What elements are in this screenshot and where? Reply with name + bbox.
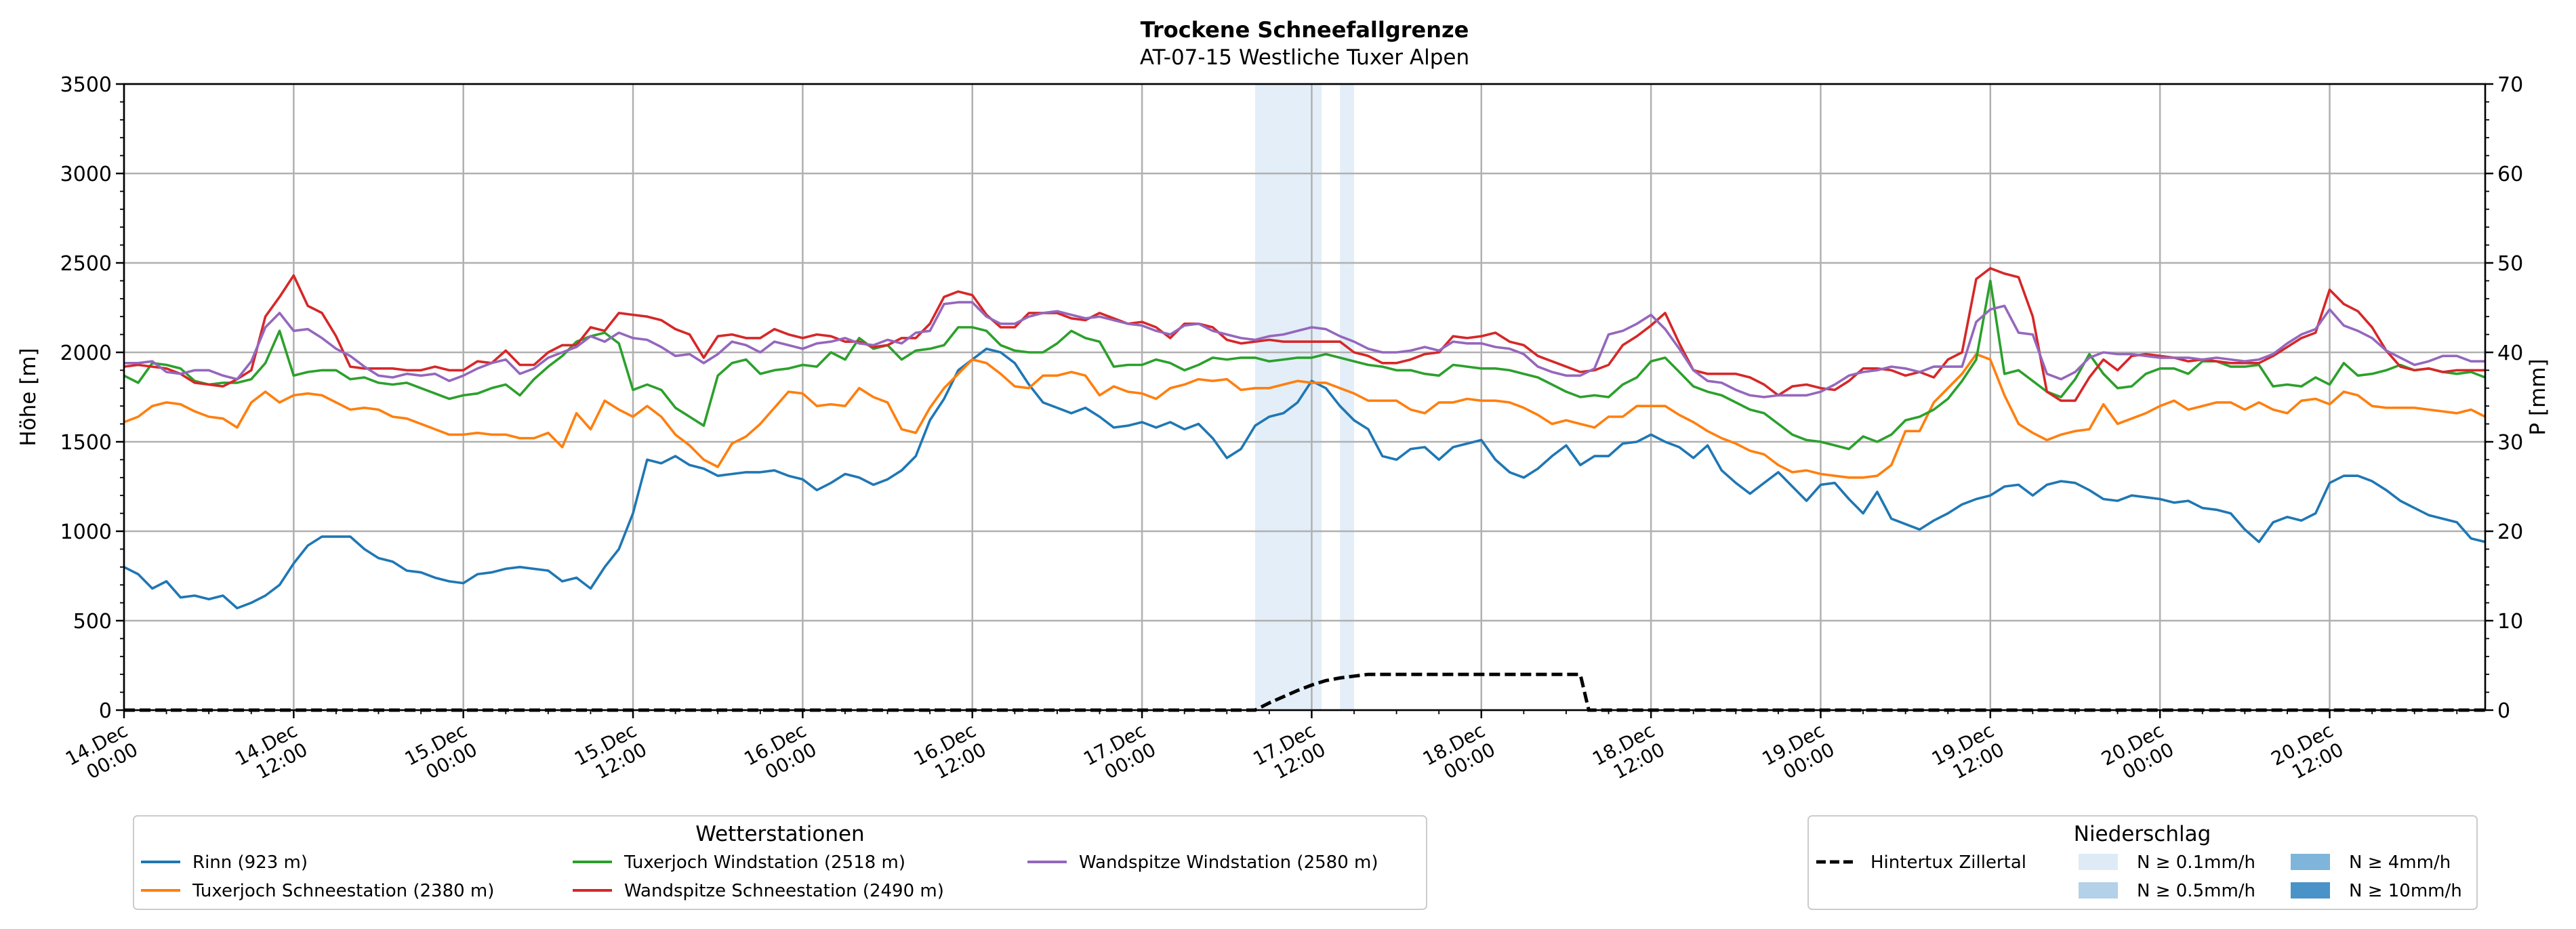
- precip-line: [124, 672, 2485, 712]
- y-tick-label: 3500: [60, 73, 112, 97]
- y2-tick-label: 30: [2497, 431, 2523, 455]
- y-tick-label: 1500: [60, 431, 112, 455]
- y-tick-label: 1000: [60, 520, 112, 544]
- series-lines: [123, 267, 2486, 610]
- legend-station-label: Wandspitze Windstation (2580 m): [1079, 852, 1378, 873]
- legend-precip-swatch: [2079, 854, 2118, 870]
- series-line-5: [124, 301, 2485, 398]
- legend-precip-title: Niederschlag: [2074, 822, 2211, 846]
- series-line-4: [123, 267, 2485, 402]
- precip-band: [1254, 84, 1322, 710]
- legend-precip-swatch: [2291, 854, 2330, 870]
- series-line-2: [123, 352, 2486, 479]
- precip-line-layer: [124, 672, 2485, 712]
- legend-precip-swatch: [2291, 882, 2330, 899]
- legend-station-label: Tuxerjoch Windstation (2518 m): [623, 852, 905, 873]
- y2-tick-label: 10: [2497, 610, 2523, 634]
- precip-bands: [1254, 84, 1355, 710]
- legend-precip-level-label: N ≥ 10mm/h: [2349, 881, 2462, 901]
- legend-station-label: Tuxerjoch Schneestation (2380 m): [192, 881, 494, 901]
- y-tick-label: 2000: [60, 342, 112, 365]
- y-tick-label: 0: [99, 699, 112, 723]
- legend-precip-level-label: N ≥ 0.5mm/h: [2137, 881, 2255, 901]
- legend-stations-title: Wetterstationen: [695, 822, 864, 846]
- y2-tick-label: 50: [2497, 252, 2523, 276]
- legend-precip-levels: N ≥ 0.1mm/h N ≥ 0.5mm/h N ≥ 4mm/h N ≥ 10mm/…: [2079, 852, 2462, 901]
- legend-precip: Niederschlag Hintertux Zillertal N ≥ 0.1…: [1807, 815, 2478, 910]
- legend-precip-line-label: Hintertux Zillertal: [1870, 852, 2026, 873]
- y2-tick-label: 0: [2497, 699, 2510, 723]
- legend-stations-box: [133, 815, 1427, 910]
- precip-band: [1340, 84, 1355, 710]
- legend-stations: Wetterstationen Rinn (923 m) Tuxerjoch Sc…: [133, 815, 1427, 910]
- y-tick-label: 2500: [60, 252, 112, 276]
- y2-tick-label: 40: [2497, 342, 2523, 365]
- chart-subtitle: AT-07-15 Westliche Tuxer Alpen: [1140, 45, 1469, 70]
- y2-axis-label: P [mm]: [2526, 358, 2550, 435]
- y2-tick-label: 60: [2497, 163, 2523, 186]
- legend-precip-level-label: N ≥ 4mm/h: [2349, 852, 2451, 873]
- y-axis-label: Höhe [m]: [16, 348, 41, 446]
- series-line-1: [123, 347, 2486, 610]
- legend-station-label: Rinn (923 m): [192, 852, 308, 873]
- legend-precip-swatch: [2079, 882, 2118, 899]
- y2-tick-label: 20: [2497, 520, 2523, 544]
- chart-title: Trockene Schneefallgrenze: [1141, 17, 1469, 43]
- y-tick-label: 3000: [60, 163, 112, 186]
- plot-frame: [123, 83, 2487, 711]
- grid-lines: [123, 83, 2485, 711]
- legend-precip-level-label: N ≥ 0.1mm/h: [2137, 852, 2255, 873]
- y-tick-label: 500: [73, 610, 112, 634]
- legend-stations-items: Rinn (923 m) Tuxerjoch Schneestation (238…: [141, 852, 1378, 901]
- y2-tick-label: 70: [2497, 73, 2523, 97]
- legend-station-label: Wandspitze Schneestation (2490 m): [624, 881, 944, 901]
